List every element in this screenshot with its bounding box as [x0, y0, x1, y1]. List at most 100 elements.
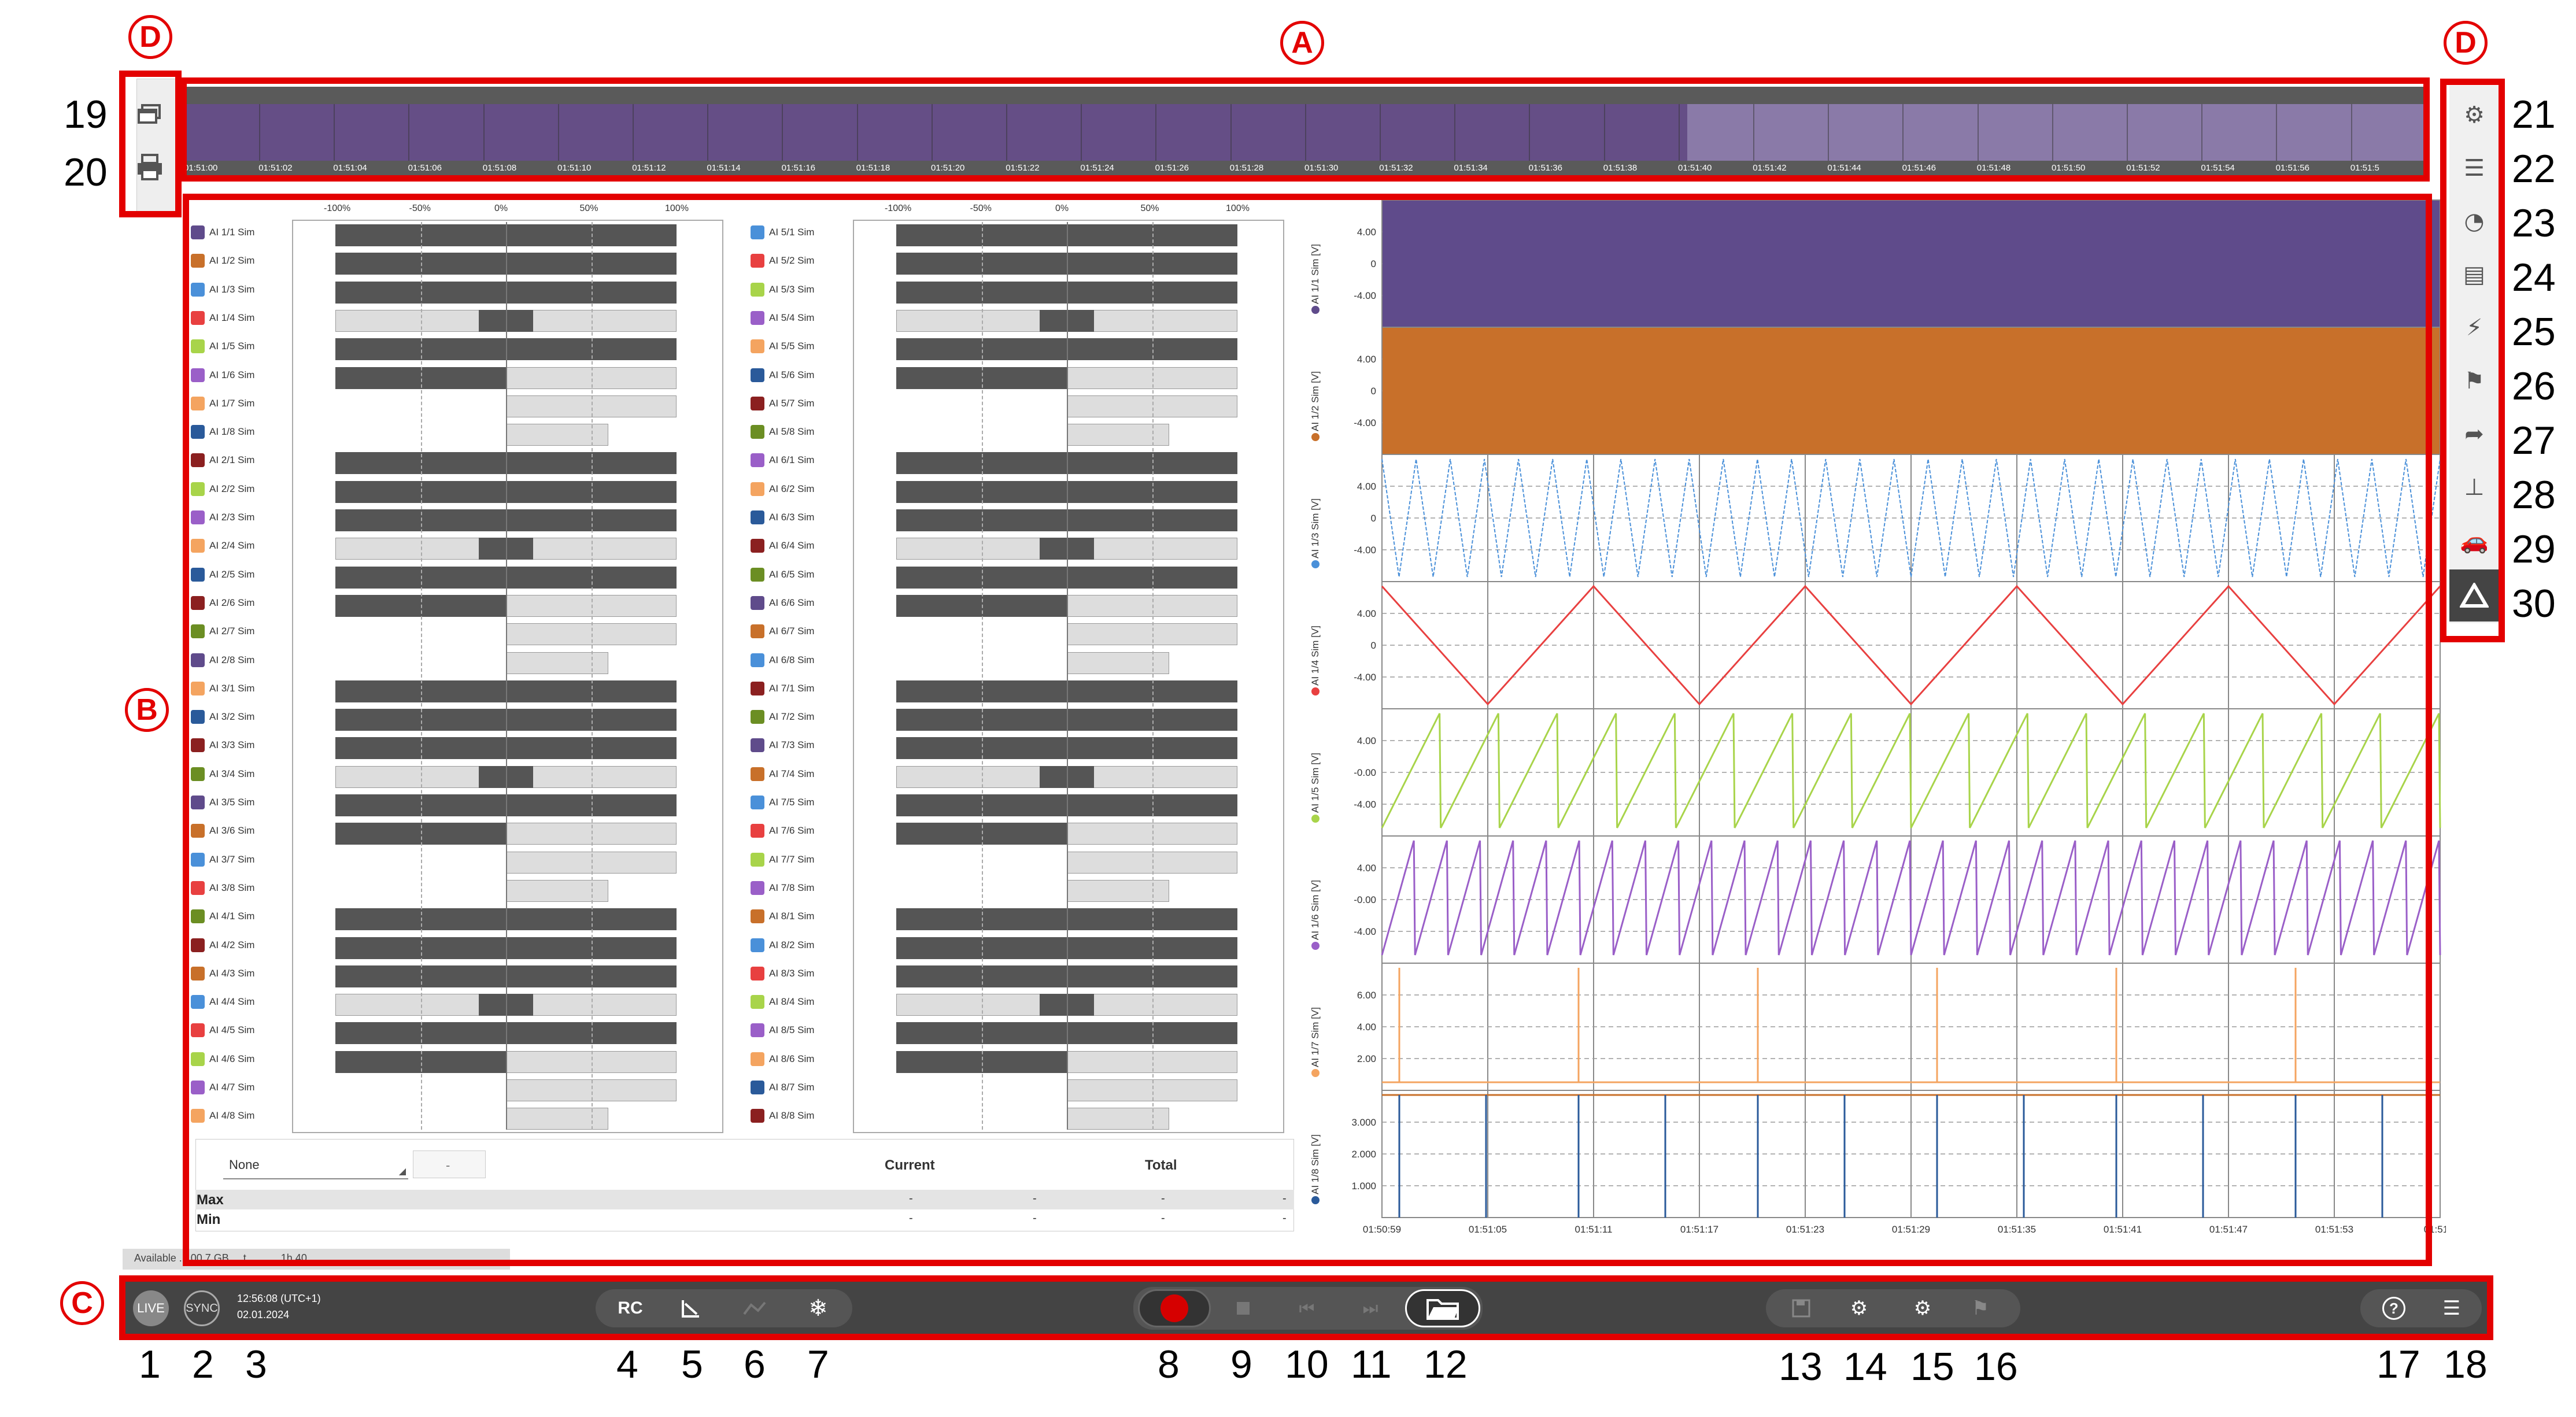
callout-7: 7 — [807, 1342, 829, 1386]
channel-label: AI 7/7 Sim — [769, 853, 815, 865]
menu-list-icon[interactable]: ☰ — [2442, 1297, 2461, 1320]
channel-color-swatch — [751, 824, 764, 838]
windows-icon[interactable] — [134, 99, 165, 131]
cursor-measure-icon[interactable] — [671, 1293, 711, 1324]
rc-button[interactable]: RC — [607, 1293, 653, 1324]
channel-color-swatch — [191, 396, 205, 410]
rc-label: RC — [618, 1298, 643, 1318]
channel-color-swatch — [751, 339, 764, 354]
callout-19: 19 — [64, 93, 108, 136]
chevron-down-icon: ◢ — [398, 1167, 406, 1176]
callout-3: 3 — [245, 1342, 267, 1386]
overview-tick-line — [2052, 104, 2053, 161]
channel-label: AI 1/7 Sim — [209, 397, 255, 409]
overview-tick-label: 01:51:26 — [1155, 163, 1189, 173]
chart-x-tick: 01:51:17 — [1680, 1224, 1718, 1235]
channel-color-swatch — [191, 425, 205, 439]
channel-color-swatch — [191, 681, 205, 695]
overview-tick-label: 01:51:16 — [781, 163, 815, 173]
channel-label: AI 2/3 Sim — [209, 512, 255, 523]
chart-y-tick: -0.00 — [1354, 767, 1376, 778]
settings-gear-icon[interactable]: ⚙ — [2464, 102, 2485, 128]
yt-chart-panel[interactable]: 4.00 0 -4.00 AI 1/1 Sim [V] 4.00 0 -4.00 AI 1/2… — [1289, 197, 2446, 1255]
chart-y-label: AI 1/8 Sim [V] — [1310, 1134, 1321, 1194]
callout-10: 10 — [1285, 1342, 1329, 1386]
network-tree-icon[interactable]: ⊥ — [2464, 474, 2485, 501]
skip-back-icon[interactable]: ⏮ — [1299, 1298, 1315, 1319]
overview-tick-label: 01:51:34 — [1454, 163, 1488, 173]
channel-label: AI 3/7 Sim — [209, 853, 255, 865]
channel-label: AI 6/3 Sim — [769, 512, 815, 523]
printer-icon[interactable] — [134, 151, 165, 183]
channel-color-swatch — [751, 738, 764, 753]
overview-tick-line — [931, 104, 933, 161]
bar-scale-label: 100% — [665, 204, 689, 213]
collapse-triangle-button[interactable] — [2449, 569, 2499, 621]
help-icon[interactable]: ? — [2377, 1293, 2411, 1324]
channel-label: AI 3/6 Sim — [209, 825, 255, 837]
bar-grid-line — [591, 222, 593, 1130]
clock-time: 12:56:08 (UTC+1) — [237, 1293, 321, 1304]
overview-tick-label: 01:51:52 — [2126, 163, 2160, 173]
disabled-scale-icon[interactable] — [734, 1293, 775, 1324]
overview-tick-label: 01:51:24 — [1080, 163, 1114, 173]
stats-channel-dropdown[interactable]: None ◢ — [223, 1150, 408, 1179]
skip-forward-icon[interactable]: ⏭ — [1362, 1298, 1378, 1319]
freeze-snowflake-icon[interactable]: ❄ — [808, 1295, 828, 1322]
stats-table — [195, 1139, 1294, 1231]
channel-color-swatch — [191, 368, 205, 382]
callout-1: 1 — [139, 1342, 161, 1386]
chart-signal-fill — [1383, 328, 2440, 454]
callout-6: 6 — [744, 1342, 766, 1386]
callout-28: 28 — [2512, 473, 2556, 517]
channel-color-swatch — [751, 282, 764, 297]
callout-17: 17 — [2377, 1342, 2420, 1386]
car-settings-icon[interactable]: ⚙ — [1850, 1297, 1868, 1320]
chart-y-tick: 4.00 — [1357, 1022, 1376, 1033]
stop-icon[interactable] — [1226, 1293, 1261, 1324]
channel-color-swatch — [751, 653, 764, 667]
callout-13: 13 — [1779, 1345, 1823, 1389]
channel-label: AI 4/7 Sim — [209, 1082, 255, 1093]
channel-label: AI 6/2 Sim — [769, 483, 815, 494]
chart-y-tick: 6.00 — [1357, 990, 1376, 1001]
bar-scale-label: -50% — [970, 204, 992, 213]
share-icon[interactable]: ➦ — [2464, 421, 2484, 447]
gauge-icon[interactable]: ◔ — [2464, 208, 2485, 235]
callout-14: 14 — [1843, 1345, 1887, 1389]
channel-label: AI 3/2 Sim — [209, 711, 255, 723]
record-dot-icon — [1161, 1294, 1188, 1322]
chart-y-tick: 4.00 — [1357, 735, 1376, 746]
lightning-icon[interactable]: ⚡ — [2466, 315, 2483, 341]
overview-tick-line — [1753, 104, 1754, 161]
channel-label: AI 7/3 Sim — [769, 739, 815, 751]
list-icon[interactable]: ☰ — [2464, 155, 2485, 182]
save-icon[interactable] — [1781, 1293, 1821, 1324]
event-flag-icon[interactable]: ⚑ — [1971, 1297, 1990, 1320]
channel-color-swatch — [191, 539, 205, 553]
sync-label: SYNC — [186, 1301, 218, 1315]
channel-label: AI 5/7 Sim — [769, 397, 815, 409]
sync-button[interactable]: SYNC — [184, 1290, 220, 1326]
camera-settings-icon[interactable]: ⚙ — [1913, 1297, 1932, 1320]
channel-color-swatch — [751, 510, 764, 524]
max-current-value-2: - — [1033, 1192, 1037, 1205]
callout-29: 29 — [2512, 527, 2556, 571]
car-icon[interactable]: 🚗 — [2460, 527, 2489, 554]
chart-series-dot — [1311, 1196, 1320, 1204]
report-icon[interactable]: ▤ — [2463, 261, 2485, 288]
flag-icon[interactable]: ⚑ — [2464, 368, 2485, 394]
current-column-header: Current — [885, 1157, 935, 1173]
channel-color-swatch — [191, 282, 205, 297]
channel-label: AI 7/8 Sim — [769, 882, 815, 893]
channel-label: AI 3/5 Sim — [209, 797, 255, 808]
live-button[interactable]: LIVE — [133, 1290, 169, 1326]
callout-27: 27 — [2512, 419, 2556, 463]
overview-tick-line — [782, 104, 783, 161]
record-button[interactable] — [1138, 1289, 1211, 1327]
chart-y-tick: 3.000 — [1351, 1117, 1376, 1128]
channel-label: AI 7/4 Sim — [769, 768, 815, 779]
stats-field[interactable]: - — [413, 1150, 486, 1178]
open-folder-button[interactable] — [1405, 1289, 1480, 1327]
marker-b: B — [125, 688, 169, 732]
